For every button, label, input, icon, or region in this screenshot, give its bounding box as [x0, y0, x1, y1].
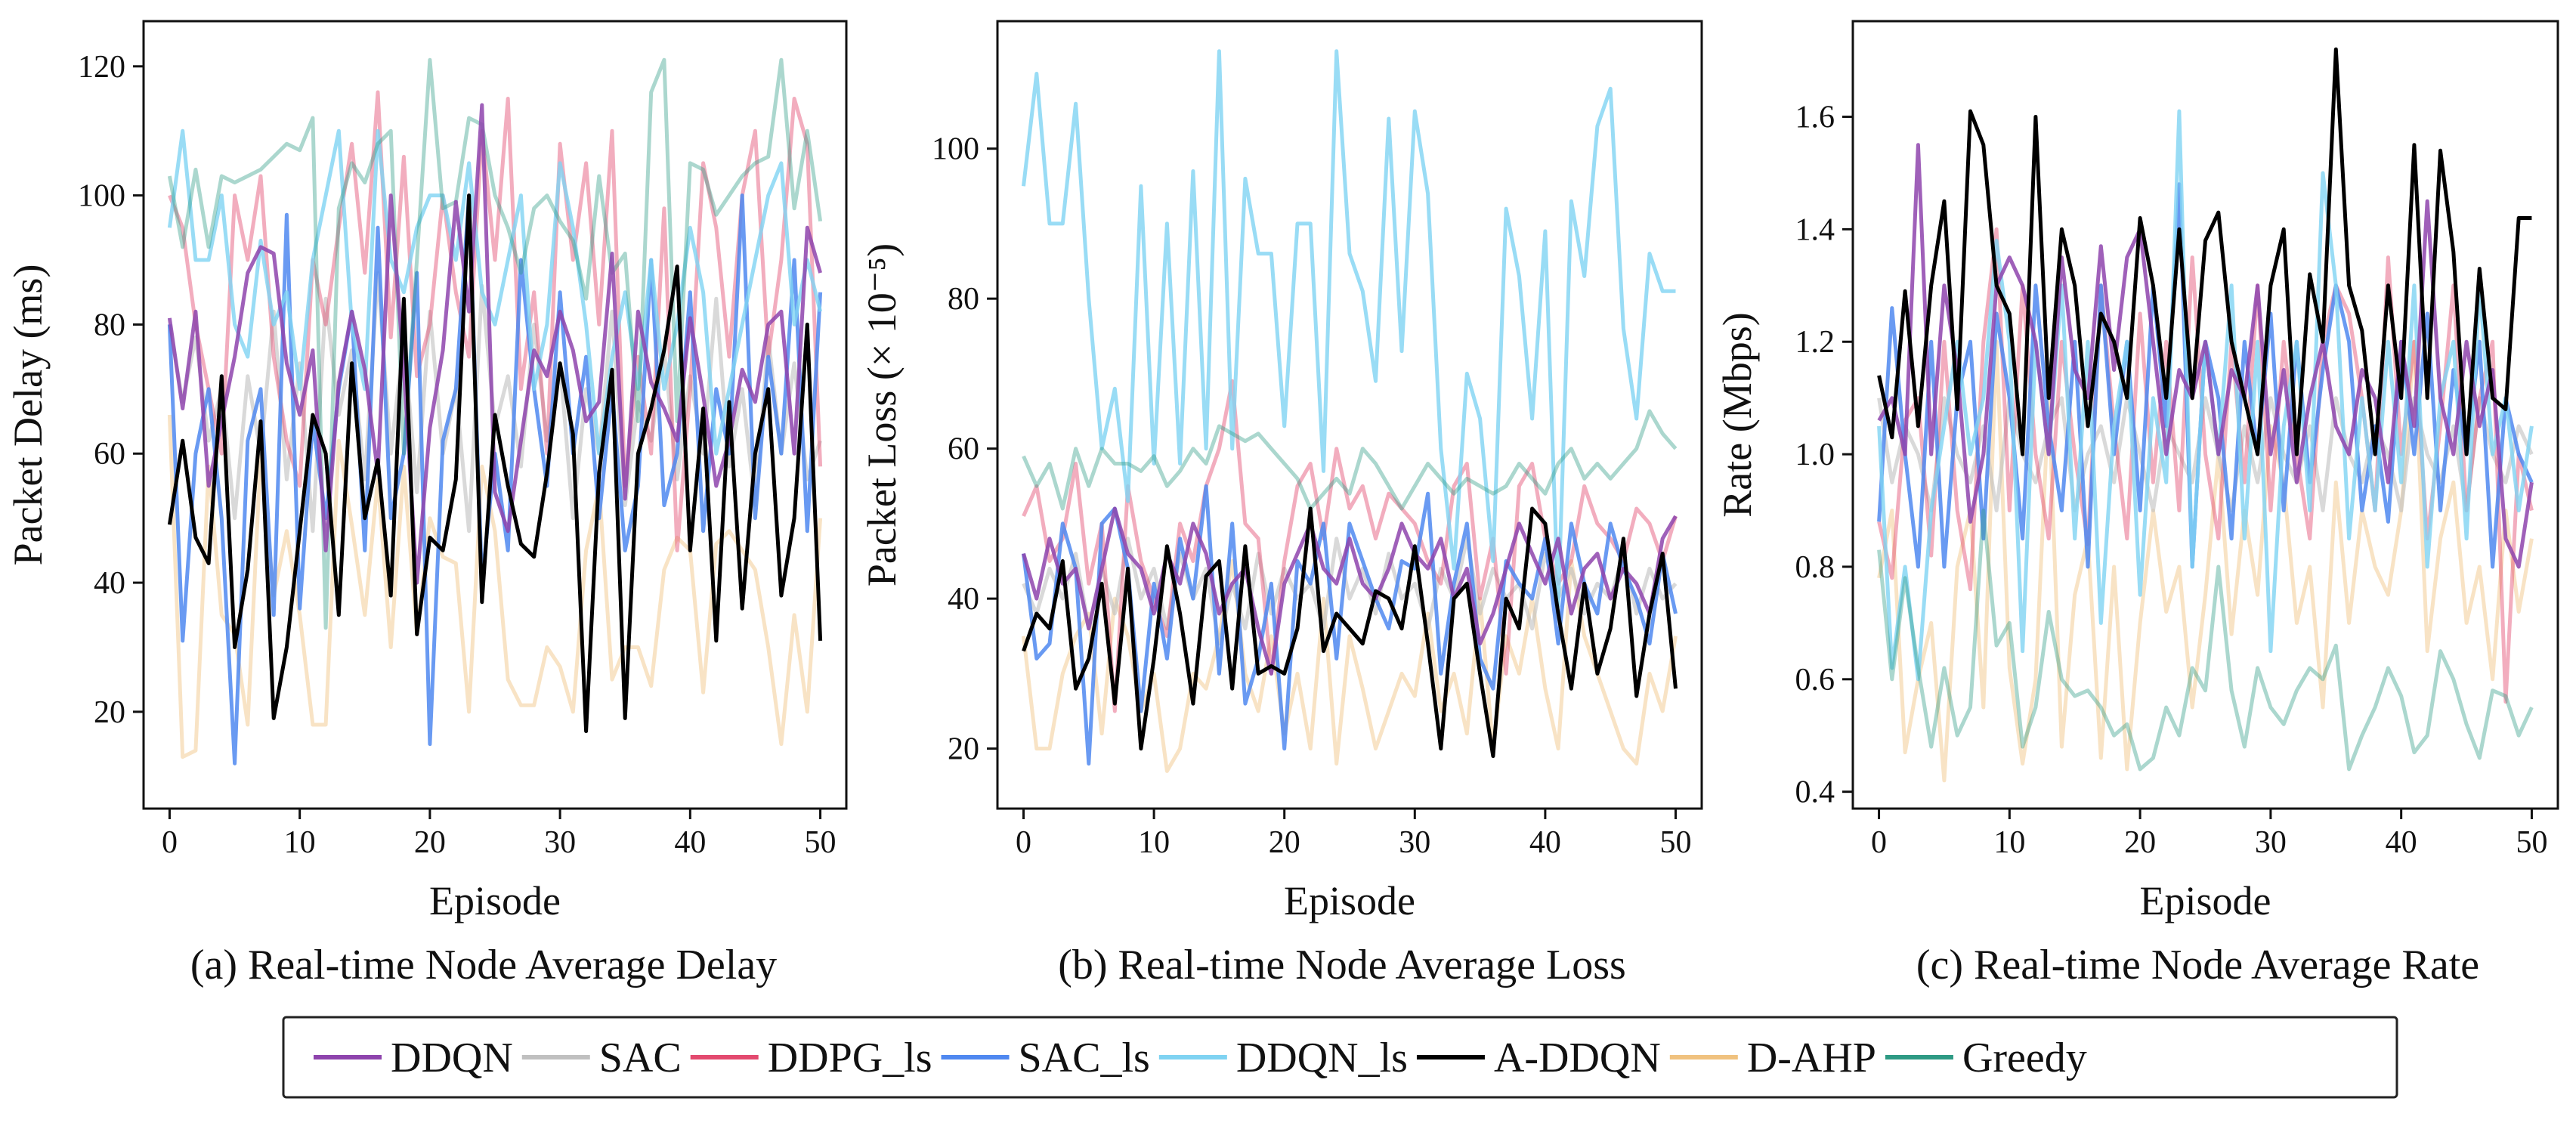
x-axis-label: Episode: [1284, 878, 1415, 923]
series-group: [167, 57, 823, 766]
x-tick-label: 0: [1871, 825, 1887, 860]
panel-c: 0 10 20 30 40 50 0.4 0.6 0.8 1.0 1.2 1.4 1.6 Episode R…: [1715, 20, 2559, 988]
legend-label-sac-ls: SAC_ls: [1019, 1035, 1150, 1081]
plot-frame: [1851, 20, 2559, 810]
x-tick-label: 40: [2386, 825, 2417, 860]
legend-label-greedy: Greedy: [1962, 1035, 2087, 1081]
y-tick-label: 100: [78, 179, 125, 214]
series-line-ddqn: [1877, 143, 2534, 569]
x-tick-label: 40: [1529, 825, 1561, 860]
series-line-a-ddqn: [167, 193, 823, 733]
x-tick-label: 30: [1399, 825, 1430, 860]
plot-frame: [142, 20, 848, 810]
series-line-ddqn-ls: [1022, 49, 1676, 608]
legend-label-a-ddqn: A-DDQN: [1494, 1035, 1661, 1081]
legend: DDQN SAC DDPG_ls SAC_ls DDQN_ls A-DDQN D-AHP Gr…: [282, 1016, 2398, 1099]
y-tick-label: 80: [948, 282, 979, 317]
x-tick-label: 0: [162, 825, 178, 860]
series-line-d-ahp: [1877, 339, 2534, 783]
x-tick-label: 20: [1269, 825, 1300, 860]
y-tick-label: 40: [948, 582, 979, 617]
x-tick-label: 20: [414, 825, 446, 860]
series-line-a-ddqn: [1022, 506, 1678, 758]
x-tick-label: 10: [1138, 825, 1170, 860]
x-tick-label: 50: [2516, 825, 2547, 860]
y-tick-label: 40: [94, 566, 125, 601]
y-tick-label: 1.4: [1795, 212, 1835, 247]
y-axis-label: Packet Delay (ms): [5, 264, 51, 566]
legend-label-sac: SAC: [599, 1035, 682, 1081]
panel-a: 0 10 20 30 40 50 20 40 60 80 100 120 Episode Packet D…: [5, 20, 848, 988]
legend-frame: [282, 1016, 2398, 1099]
y-axis-label: Packet Loss (× 10⁻⁵): [859, 243, 905, 586]
y-tick-label: 60: [94, 437, 125, 472]
x-tick-label: 50: [805, 825, 837, 860]
y-axis-label: Rate (Mbps): [1715, 312, 1760, 517]
x-tick-label: 0: [1016, 825, 1031, 860]
panel-caption: (c) Real-time Node Average Rate: [1916, 942, 2479, 988]
x-tick-label: 30: [2255, 825, 2287, 860]
legend-label-d-ahp: D-AHP: [1747, 1035, 1876, 1081]
series-line-a-ddqn: [1877, 47, 2532, 456]
y-tick-label: 0.4: [1795, 775, 1835, 810]
y-tick-label: 20: [94, 695, 125, 730]
series-line-ddqn: [1022, 506, 1678, 676]
series-line-greedy: [1022, 409, 1678, 511]
series-line-ddqn: [167, 103, 823, 585]
series-line-greedy: [167, 57, 823, 630]
x-axis-label: Episode: [429, 878, 561, 923]
series-group: [1877, 47, 2534, 783]
y-tick-label: 0.8: [1795, 550, 1835, 585]
y-tick-label: 80: [94, 308, 125, 342]
y-tick-label: 60: [948, 432, 979, 467]
x-axis-label: Episode: [2140, 878, 2271, 923]
y-tick-label: 0.6: [1795, 663, 1835, 698]
y-tick-label: 100: [932, 132, 979, 167]
legend-label-ddqn-ls: DDQN_ls: [1236, 1035, 1408, 1081]
series-line-ddpg-ls: [168, 90, 823, 552]
panel-caption: (a) Real-time Node Average Delay: [190, 942, 777, 988]
y-tick-label: 120: [78, 50, 125, 85]
x-tick-label: 50: [1659, 825, 1691, 860]
y-tick-label: 1.2: [1795, 325, 1835, 360]
series-line-d-ahp: [1022, 559, 1678, 773]
y-tick-label: 1.0: [1795, 438, 1835, 472]
series-group: [1022, 49, 1678, 773]
x-tick-label: 30: [544, 825, 576, 860]
legend-label-ddpg-ls: DDPG_ls: [768, 1035, 932, 1081]
x-tick-label: 40: [674, 825, 706, 860]
x-tick-label: 10: [284, 825, 316, 860]
y-tick-label: 20: [948, 732, 979, 767]
y-tick-label: 1.6: [1795, 101, 1835, 135]
x-tick-label: 20: [2124, 825, 2156, 860]
legend-label-ddqn: DDQN: [391, 1035, 513, 1081]
panel-b: 0 10 20 30 40 50 20 40 60 80 100 Episode Packet Loss…: [859, 20, 1703, 988]
x-tick-label: 10: [1993, 825, 2025, 860]
plot-frame: [996, 20, 1703, 810]
series-line-ddqn-ls: [167, 128, 823, 456]
series-line-greedy: [1877, 509, 2534, 772]
panel-caption: (b) Real-time Node Average Loss: [1058, 942, 1626, 988]
